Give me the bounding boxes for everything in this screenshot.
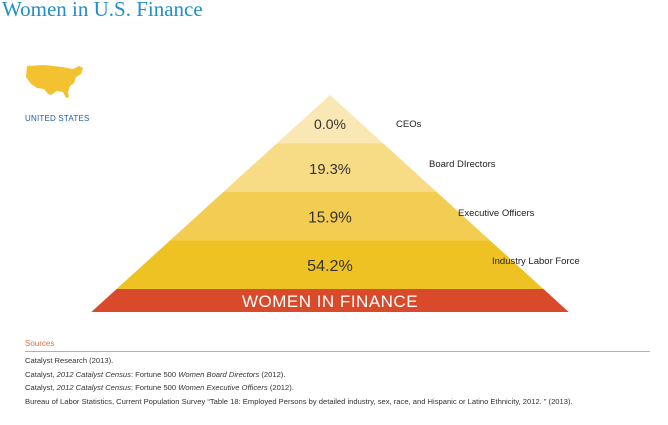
source-text: : Fortune 500 (130, 383, 179, 393)
source-title: 2012 Catalyst Census (56, 369, 131, 379)
source-item: Catalyst, 2012 Catalyst Census: Fortune … (25, 383, 655, 393)
source-text: Catalyst Research (2013). (25, 356, 114, 365)
pyramid-base-band (91, 289, 569, 312)
region-label: UNITED STATES (25, 114, 90, 123)
tier-category-label: Industry Labor Force (492, 256, 580, 267)
finance-pyramid-chart: 0.0% 19.3% 15.9% 54.2% WOMEN IN FINANCE (91, 95, 569, 312)
tier-value-label: 54.2% (307, 257, 353, 275)
tier-value-label: 0.0% (314, 116, 346, 132)
us-map-icon (26, 65, 83, 98)
tier-category-label: CEOs (396, 119, 422, 130)
source-title: 2012 Catalyst Census (56, 383, 131, 393)
source-title: Women Executive Officers (178, 383, 268, 393)
tier-category-label: Board DIrectors (429, 159, 496, 170)
source-text: Catalyst, (25, 383, 57, 393)
tier-value-label: 19.3% (309, 162, 351, 178)
source-text: Catalyst, (25, 369, 57, 379)
pyramid-base-label: WOMEN IN FINANCE (242, 292, 418, 311)
pyramid-tier (276, 95, 384, 144)
source-text: : Fortune 500 (130, 369, 179, 379)
source-text: (2012). (259, 369, 286, 379)
pyramid-tier (116, 240, 544, 289)
sources-heading: Sources (25, 339, 55, 348)
source-title: Women Board Directors (178, 369, 260, 379)
tier-value-label: 15.9% (308, 209, 352, 226)
source-text: Bureau of Labor Statistics, Current Popu… (25, 397, 573, 407)
tier-category-label: Executive Officers (458, 208, 535, 219)
page-title: Women in U.S. Finance (2, 0, 203, 21)
sources-list: Catalyst Research (2013). Catalyst, 2012… (25, 356, 655, 411)
source-item: Catalyst Research (2013). (25, 356, 655, 366)
source-text: (2012). (267, 383, 294, 393)
pyramid-tier (223, 143, 437, 192)
sources-divider (25, 351, 650, 352)
pyramid-tier (169, 192, 491, 241)
source-item: Bureau of Labor Statistics, Current Popu… (25, 397, 655, 407)
source-item: Catalyst, 2012 Catalyst Census: Fortune … (25, 370, 655, 380)
